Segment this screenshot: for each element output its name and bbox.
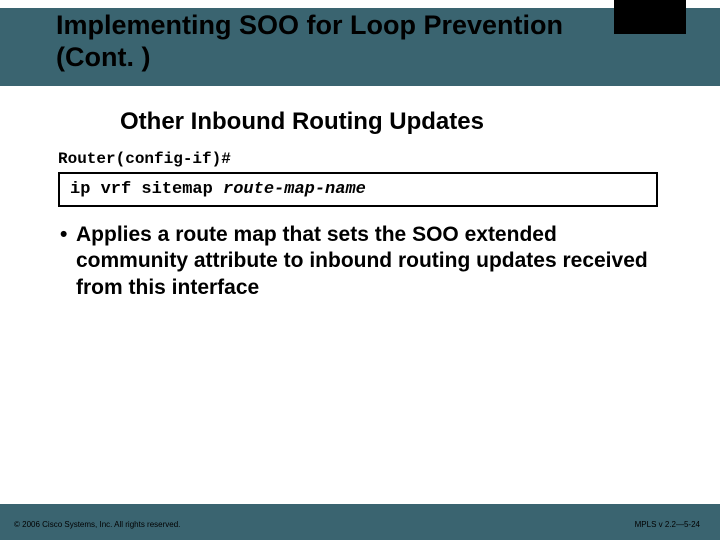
list-item: • Applies a route map that sets the SOO … xyxy=(58,222,662,301)
command-box: ip vrf sitemap route-map-name xyxy=(58,172,658,207)
command-text: ip vrf sitemap xyxy=(70,180,223,199)
bullet-icon: • xyxy=(58,222,76,248)
footer-copyright: © 2006 Cisco Systems, Inc. All rights re… xyxy=(14,520,180,529)
router-prompt: Router(config-if)# xyxy=(58,150,231,168)
command-arg: route-map-name xyxy=(223,180,366,199)
slide-title: Implementing SOO for Loop Prevention (Co… xyxy=(56,10,636,74)
section-heading: Other Inbound Routing Updates xyxy=(120,108,484,136)
footer-slide-number: MPLS v 2.2—5-24 xyxy=(635,520,700,529)
bullet-list: • Applies a route map that sets the SOO … xyxy=(58,222,662,301)
bullet-text: Applies a route map that sets the SOO ex… xyxy=(76,222,662,301)
